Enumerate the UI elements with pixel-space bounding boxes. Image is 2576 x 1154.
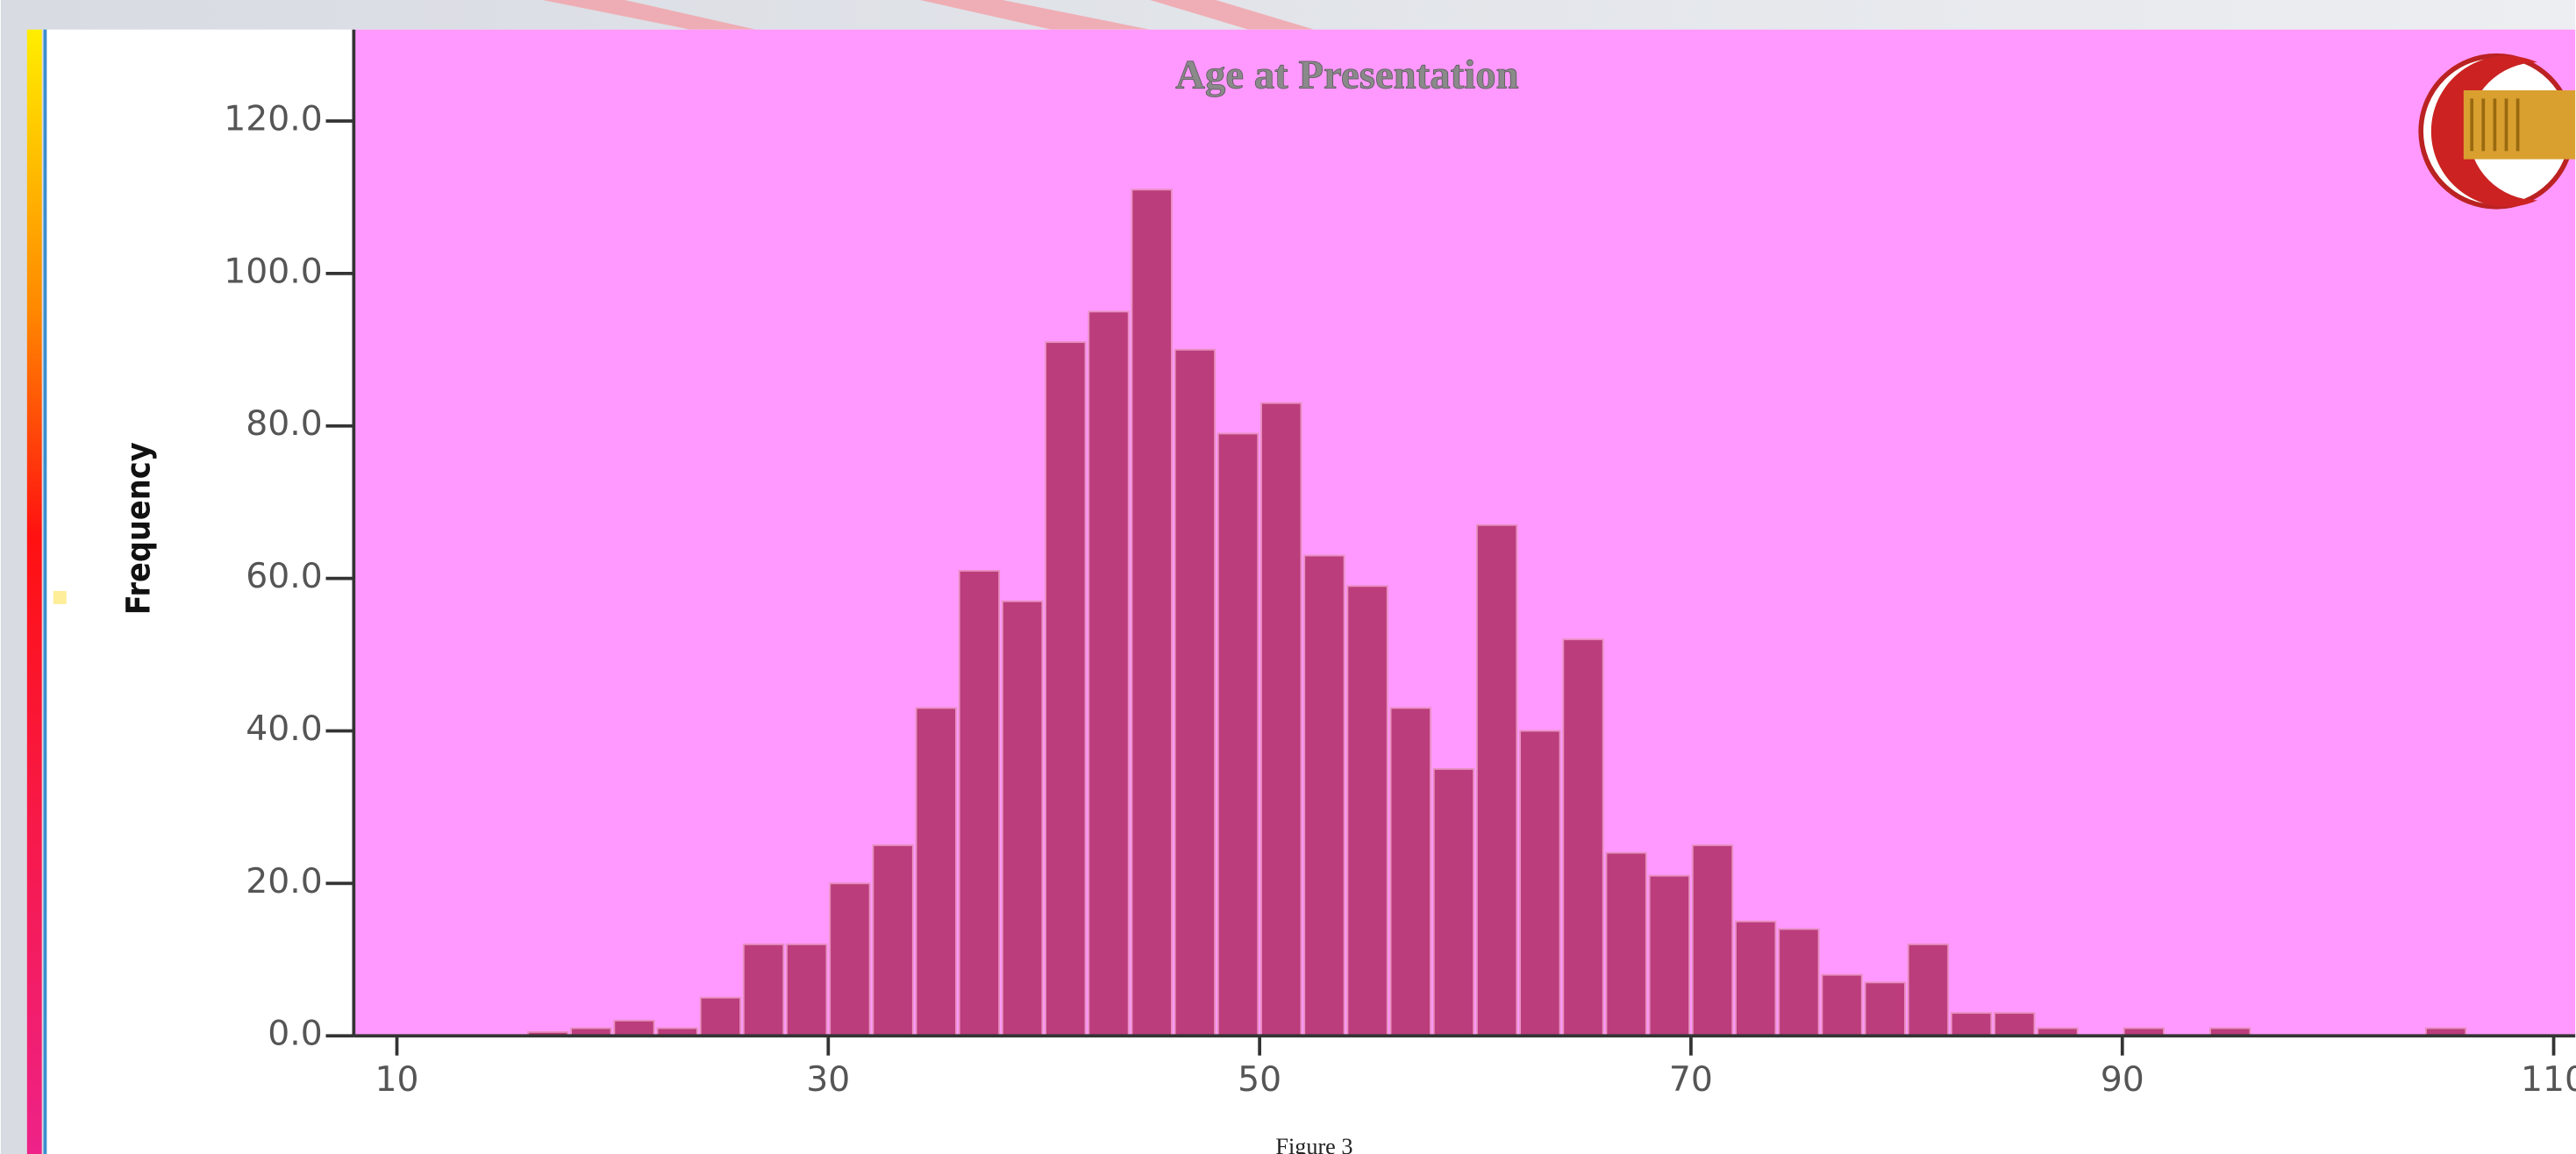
x-tick-label: 30 [806, 1060, 850, 1100]
bar [1217, 432, 1259, 1037]
bar [786, 943, 828, 1037]
bar [1821, 973, 1863, 1037]
x-tick-label: 90 [2101, 1060, 2144, 1100]
bar [1174, 348, 1217, 1037]
side-bar [26, 29, 42, 1154]
y-tick-label: 40.0 [246, 709, 323, 749]
y-tick-label: 60.0 [246, 557, 323, 596]
bar [1131, 189, 1173, 1037]
plot: 0.0 20.0 40.0 60.0 80.0 100.0 120.0 10 30 50 70 90 1… [224, 29, 2576, 1100]
bar [1045, 341, 1087, 1037]
chart-title: Age at Presentation [1175, 53, 1519, 98]
bar [1260, 402, 1302, 1037]
bar [829, 882, 871, 1037]
bar [915, 707, 957, 1037]
x-tick-label: 10 [375, 1060, 419, 1100]
bar [1475, 524, 1518, 1037]
caption: Figure 3 [1275, 1134, 1352, 1154]
bar [1303, 554, 1345, 1037]
logo [2418, 53, 2576, 210]
bar [1950, 1012, 1993, 1037]
bar [1389, 707, 1431, 1037]
y-tick-label: 120.0 [224, 100, 323, 139]
side-line [43, 29, 47, 1154]
y-tick-label: 0.0 [268, 1015, 323, 1054]
bar [958, 569, 1001, 1037]
bar [872, 844, 914, 1037]
bar [699, 996, 742, 1037]
bar [1864, 981, 1906, 1037]
bar [1907, 943, 1950, 1037]
x-tick-label: 50 [1238, 1060, 1281, 1100]
bar [742, 943, 785, 1037]
y-tick-label: 80.0 [246, 404, 323, 444]
bar [613, 1019, 655, 1037]
bar [1648, 874, 1690, 1037]
bar [1691, 844, 1734, 1037]
bar [1778, 928, 1820, 1037]
bar [1994, 1012, 2036, 1037]
x-tick-label: 110 [2521, 1060, 2576, 1100]
bar [1346, 585, 1388, 1037]
x-tick-label: 70 [1669, 1060, 1713, 1100]
bar [1001, 600, 1044, 1037]
bar [1562, 638, 1604, 1037]
decor-dot [53, 590, 67, 604]
bar [1735, 920, 1777, 1037]
bar [1519, 730, 1561, 1037]
y-tick-label: 20.0 [246, 862, 323, 901]
decor-swoosh [542, 0, 1315, 30]
bar [1432, 768, 1475, 1037]
y-tick-label: 100.0 [224, 252, 323, 291]
y-axis-label: Frequency [118, 442, 157, 615]
bar [1088, 310, 1130, 1037]
bar [1605, 851, 1647, 1037]
